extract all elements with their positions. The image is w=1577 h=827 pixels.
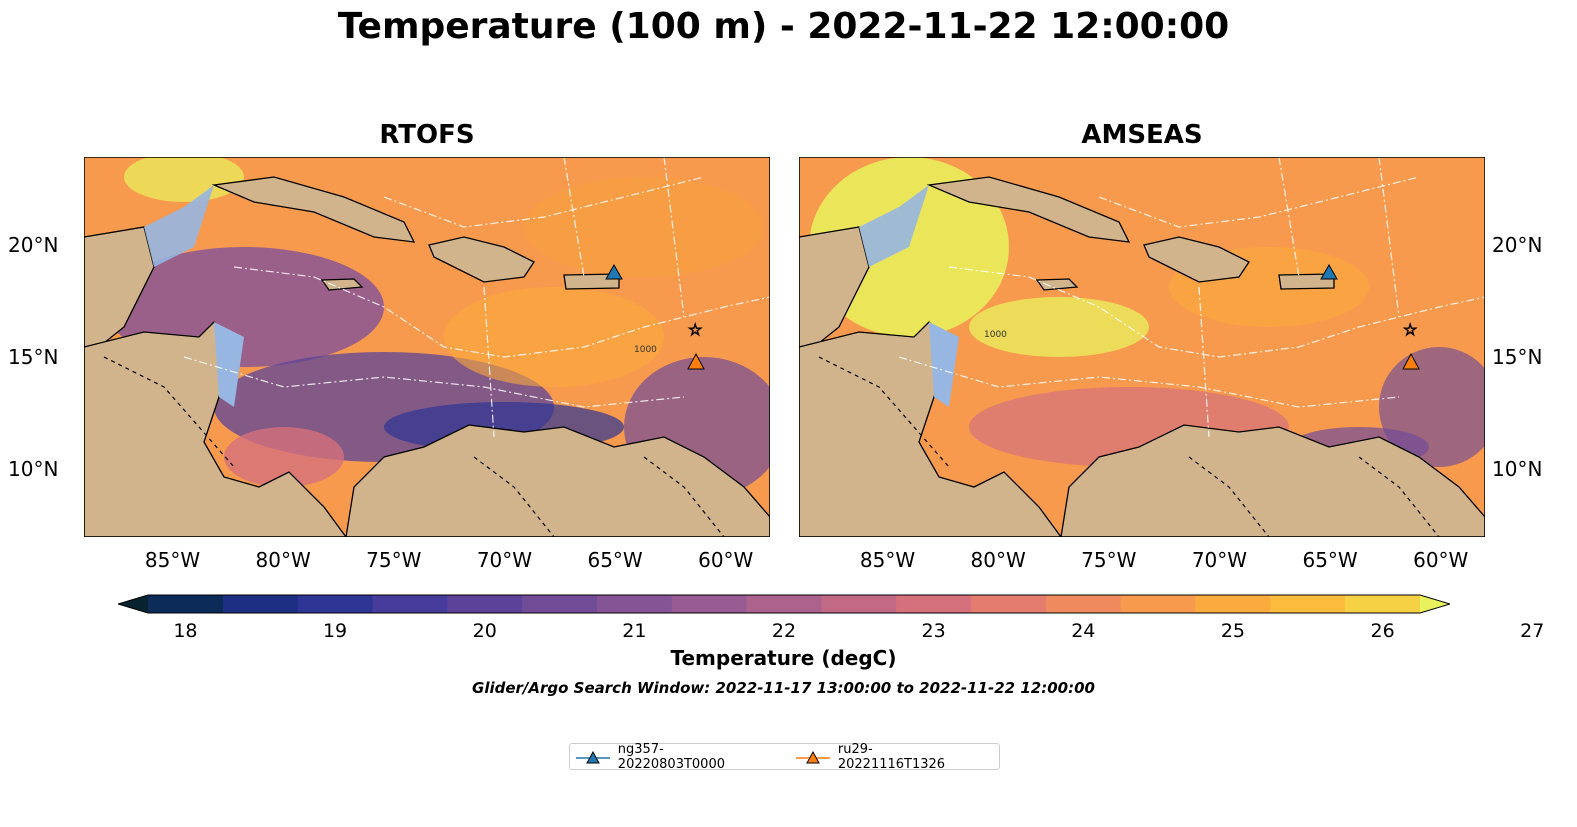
colorbar-tick-label: 24	[1071, 620, 1096, 642]
argo-star-icon: ☆	[688, 320, 702, 339]
colorbar	[118, 594, 1450, 614]
lon-tick-label: 65°W	[1302, 548, 1358, 572]
colorbar-tick-label: 27	[1520, 620, 1545, 642]
colorbar-cell	[1045, 595, 1122, 613]
glider-ng357-marker	[605, 263, 623, 280]
lon-tick-label: 60°W	[1413, 548, 1469, 572]
lon-tick-label: 85°W	[859, 548, 916, 572]
colorbar-cell	[297, 595, 373, 613]
lon-tick-label: 75°W	[366, 548, 422, 572]
colorbar-tick-label: 18	[173, 620, 198, 642]
colorbar-cell	[896, 595, 972, 613]
map-amseas: ☆ 1000	[799, 157, 1485, 537]
contour-label: 1000	[634, 345, 657, 355]
lon-tick-label: 80°W	[970, 548, 1026, 572]
glider-ru29-marker	[687, 352, 705, 370]
lon-tick-label: 85°W	[144, 548, 201, 572]
colorbar-label: Temperature (degC)	[670, 646, 897, 670]
colorbar-cell	[522, 595, 598, 613]
colorbar-cell	[1195, 595, 1271, 613]
colorbar-tick-label: 20	[472, 620, 497, 642]
colorbar-tick-label: 25	[1220, 620, 1246, 642]
legend-entry-ru29: ru29-20221116T1326	[796, 742, 979, 772]
colorbar-cell	[596, 595, 673, 613]
colorbar-extend-high	[1420, 595, 1450, 613]
map-rtofs: ☆ 1000	[84, 157, 770, 537]
glider-ng357-marker	[1320, 263, 1338, 280]
search-window-text: Glider/Argo Search Window: 2022-11-17 13…	[472, 679, 1095, 697]
lat-tick-label-right: 15°N	[1492, 345, 1543, 370]
panel-title-amseas: AMSEAS	[1081, 120, 1203, 150]
lat-tick-label-left: 10°N	[8, 456, 59, 481]
lat-tick-label-left: 15°N	[8, 345, 59, 370]
colorbar-cell	[1345, 595, 1421, 613]
lon-tick-label: 70°W	[476, 548, 533, 572]
legend-label: ru29-20221116T1326	[837, 741, 946, 772]
lon-tick-label: 65°W	[587, 548, 643, 572]
figure-title: Temperature (100 m) - 2022-11-22 12:00:0…	[337, 6, 1230, 47]
colorbar-cell	[671, 595, 748, 613]
triangle-marker-icon	[576, 750, 610, 763]
colorbar-tick-label: 23	[921, 620, 946, 642]
argo-star-icon: ☆	[1403, 320, 1417, 339]
colorbar-tick-label: 26	[1370, 620, 1395, 642]
colorbar-cell	[148, 595, 224, 613]
colorbar-cell	[447, 595, 523, 613]
colorbar-extend-low	[118, 595, 148, 613]
legend-label: ng357-20220803T0000	[617, 741, 725, 772]
colorbar-tick-label: 22	[771, 620, 797, 642]
glider-ru29-marker	[1402, 352, 1420, 370]
colorbar-cell	[971, 595, 1047, 613]
lon-tick-label: 75°W	[1081, 548, 1137, 572]
panel-title-rtofs: RTOFS	[379, 120, 475, 150]
colorbar-cell	[372, 595, 448, 613]
lat-tick-label-left: 20°N	[8, 233, 59, 258]
lat-tick-label-right: 10°N	[1492, 456, 1543, 481]
colorbar-cell	[222, 595, 299, 613]
colorbar-cell	[821, 595, 897, 613]
legend-entry-ng357: ng357-20220803T0000	[576, 742, 770, 772]
lat-tick-label-right: 20°N	[1492, 233, 1543, 258]
lon-tick-label: 80°W	[255, 548, 311, 572]
lon-tick-label: 70°W	[1191, 548, 1248, 572]
contour-label: 1000	[984, 330, 1007, 340]
colorbar-tick-label: 19	[322, 620, 348, 642]
colorbar-cell	[1120, 595, 1197, 613]
colorbar-cell	[1270, 595, 1346, 613]
legend: ng357-20220803T0000 ru29-20221116T1326	[569, 742, 1000, 772]
lon-tick-label: 60°W	[698, 548, 754, 572]
triangle-marker-icon	[796, 750, 830, 763]
colorbar-tick-label: 21	[622, 620, 647, 642]
colorbar-cell	[746, 595, 822, 613]
